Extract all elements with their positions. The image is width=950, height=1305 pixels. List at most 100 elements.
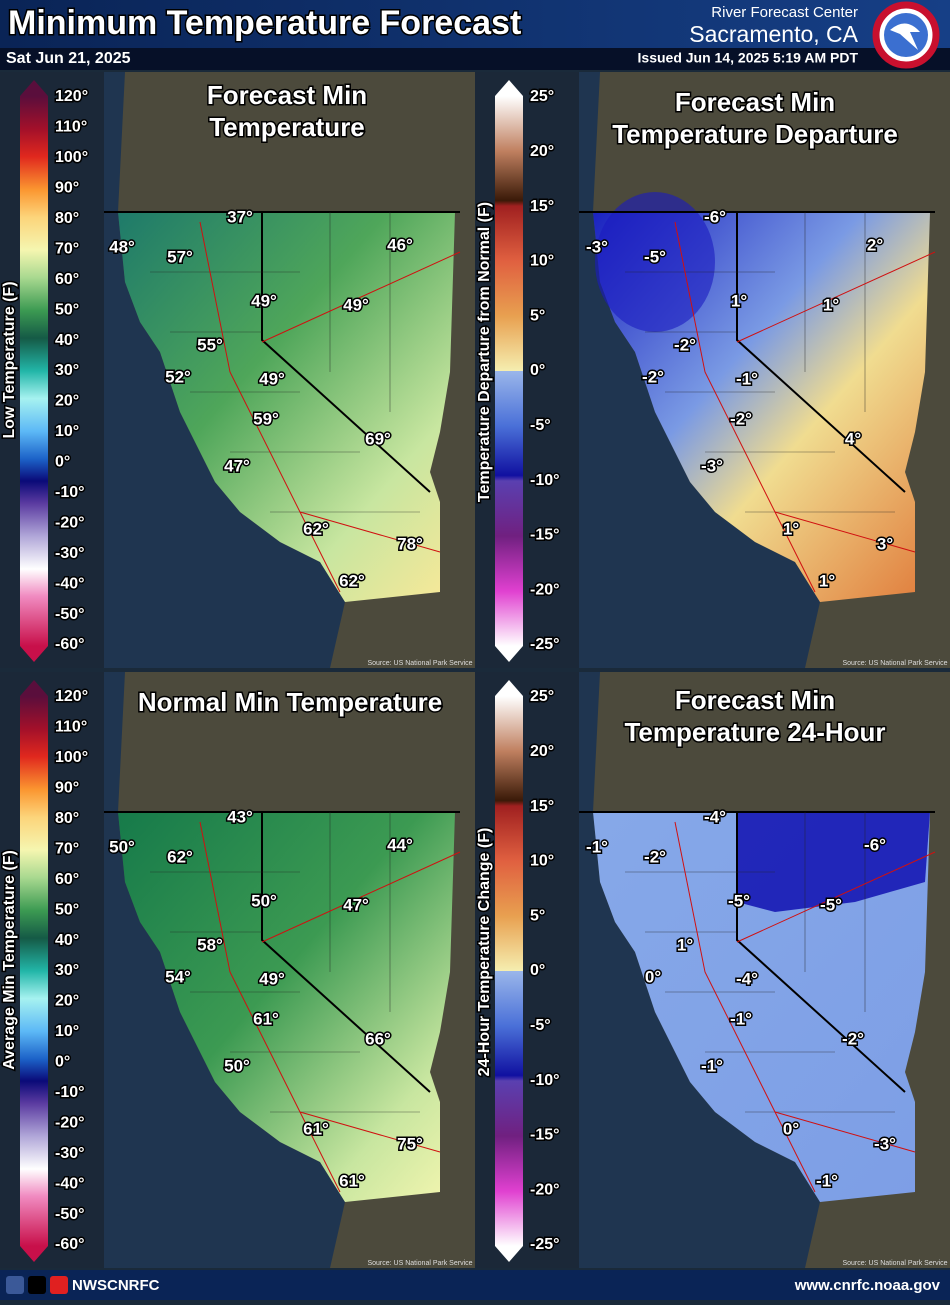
- point-label: 75°: [397, 1134, 423, 1153]
- scale-tick-label: 110°: [55, 119, 87, 136]
- facebook-icon[interactable]: [6, 1276, 24, 1294]
- point-label: 54°: [165, 967, 191, 986]
- county-lines: [625, 812, 895, 1113]
- point-label: 4°: [845, 429, 861, 448]
- office: River Forecast Center: [711, 4, 858, 21]
- point-label: -6°: [704, 207, 726, 226]
- point-label: 55°: [197, 335, 223, 354]
- scale-tick-label: -10°: [55, 1084, 85, 1101]
- scale-tick-label: -15°: [530, 1127, 560, 1144]
- point-label: 57°: [167, 247, 193, 266]
- point-label: 61°: [253, 1009, 279, 1028]
- point-label: 49°: [343, 295, 369, 314]
- website: www.cnrfc.noaa.gov: [794, 1277, 941, 1294]
- scale-tick-label: 0°: [530, 962, 545, 979]
- panel-title: Forecast Min: [675, 87, 835, 117]
- point-label: 2°: [867, 235, 883, 254]
- point-label: 66°: [365, 1029, 391, 1048]
- point-label: -2°: [642, 367, 664, 386]
- point-label: -1°: [816, 1171, 838, 1190]
- scale-tick-label: 20°: [530, 143, 554, 160]
- point-label: -1°: [586, 837, 608, 856]
- scale-arrow: [20, 646, 48, 662]
- scale-tick-label: 40°: [55, 332, 79, 349]
- state-border: [579, 811, 935, 1093]
- scale-background: [475, 672, 579, 1268]
- point-label: 0°: [645, 967, 661, 986]
- scale-tick-label: 70°: [55, 840, 79, 857]
- scale-title: 24-Hour Temperature Change (F): [476, 828, 493, 1077]
- scale-arrow: [20, 680, 48, 696]
- scale-tick-label: 60°: [55, 871, 79, 888]
- ocean: [104, 72, 345, 668]
- scale-arrow: [495, 680, 523, 696]
- point-label: -2°: [842, 1029, 864, 1048]
- scale-tick-label: 90°: [55, 780, 79, 797]
- panel-title: Forecast Min: [207, 80, 367, 110]
- point-label: -4°: [704, 807, 726, 826]
- point-label: 49°: [251, 291, 277, 310]
- panel-title: Forecast Min: [675, 685, 835, 715]
- color-scale: [495, 696, 523, 1246]
- point-label: 1°: [677, 935, 693, 954]
- location: Sacramento, CA: [689, 21, 858, 47]
- scale-tick-label: 120°: [55, 88, 88, 105]
- scale-tick-label: 15°: [530, 798, 554, 815]
- youtube-icon[interactable]: [50, 1276, 68, 1294]
- date-bar: [0, 48, 950, 70]
- scale-tick-label: 70°: [55, 240, 79, 257]
- source-note: Source: US National Park Service: [367, 1260, 472, 1267]
- scale-tick-label: -25°: [530, 1236, 560, 1253]
- scale-tick-label: 10°: [530, 853, 554, 870]
- scale-tick-label: 20°: [55, 393, 79, 410]
- scale-background: [475, 72, 579, 668]
- scale-tick-label: -40°: [55, 575, 85, 592]
- page-title: Minimum Temperature Forecast: [8, 4, 521, 42]
- county-lines: [625, 212, 895, 513]
- point-label: -2°: [644, 847, 666, 866]
- map-panel: 25° 20° 15° 10° 5° 0° -5° -10° -15° -20° -25° 24-Ho…: [475, 672, 950, 1268]
- color-scale: [20, 696, 48, 1246]
- point-label: 58°: [197, 935, 223, 954]
- scale-arrow: [20, 1246, 48, 1262]
- county-lines: [150, 212, 420, 513]
- point-label: 50°: [109, 837, 135, 856]
- point-label: 62°: [303, 519, 329, 538]
- scale-tick-label: 10°: [55, 423, 79, 440]
- x-icon[interactable]: [28, 1276, 46, 1294]
- state-border: [104, 211, 460, 493]
- forecast-area: [593, 812, 930, 1202]
- scale-tick-label: -5°: [530, 417, 551, 434]
- scale-tick-label: 90°: [55, 180, 79, 197]
- point-label: -1°: [701, 1056, 723, 1075]
- point-label: 44°: [387, 835, 413, 854]
- scale-tick-label: 100°: [55, 749, 88, 766]
- scale-tick-label: -5°: [530, 1017, 551, 1034]
- scale-tick-label: 15°: [530, 198, 554, 215]
- scale-tick-label: 10°: [55, 1023, 79, 1040]
- highways: [674, 821, 936, 1193]
- scale-title: Temperature Departure from Normal (F): [476, 202, 493, 502]
- scale-tick-label: -30°: [55, 545, 85, 562]
- scale-tick-label: 0°: [55, 454, 70, 471]
- scale-tick-label: 110°: [55, 719, 87, 736]
- panel-title: Normal Min Temperature: [138, 687, 442, 717]
- point-label: 1°: [783, 519, 799, 538]
- scale-title: Low Temperature (F): [1, 281, 18, 438]
- scale-tick-label: -20°: [55, 514, 85, 531]
- point-label: -3°: [874, 1134, 896, 1153]
- point-label: 47°: [343, 895, 369, 914]
- point-label: 46°: [387, 235, 413, 254]
- ocean: [104, 672, 345, 1268]
- point-label: 49°: [259, 969, 285, 988]
- state-border: [579, 211, 935, 493]
- point-label: 1°: [819, 571, 835, 590]
- state-border: [104, 811, 460, 1093]
- source-note: Source: US National Park Service: [367, 660, 472, 667]
- point-label: -1°: [730, 1009, 752, 1028]
- scale-tick-label: -60°: [55, 1236, 85, 1253]
- source-note: Source: US National Park Service: [842, 660, 947, 667]
- ocean: [579, 72, 820, 668]
- scale-tick-label: -40°: [55, 1175, 85, 1192]
